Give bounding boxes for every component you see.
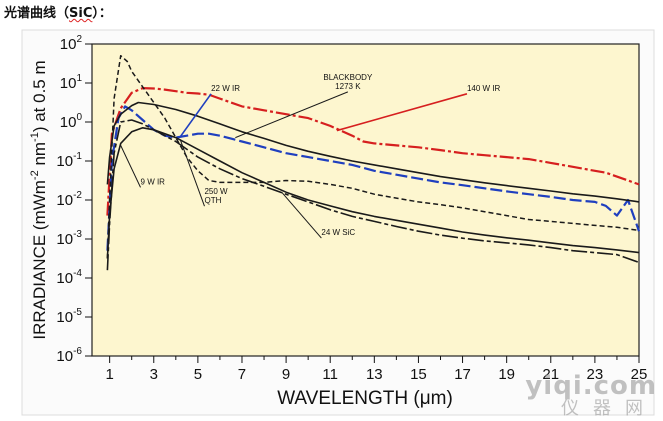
axis-layer: 1 3 5 7 9 11 13 15 17 19 21 23 2510210110010-110-210… <box>56 34 647 383</box>
series-line-blackbody-1273-k <box>106 101 640 203</box>
annotation-label-22-w-ir: 22 W IR <box>211 84 240 93</box>
y-tick-label: 10-6 <box>56 346 82 365</box>
page-heading: 光谱曲线（SiC）： <box>4 2 112 21</box>
x-tick-label: 5 <box>194 366 202 383</box>
y-tick-label: 100 <box>60 112 83 131</box>
series-line-9-w-ir <box>106 127 640 259</box>
x-tick-label: 3 <box>150 366 158 383</box>
y-tick-label: 10-5 <box>56 307 82 326</box>
series-line-250-w-qth <box>106 54 640 259</box>
y-axis-title-exp2: -1 <box>29 132 41 142</box>
y-axis-title-post: ) at 0.5 m <box>30 60 49 132</box>
y-tick-label: 101 <box>60 73 83 92</box>
watermark-site: yiqi.com <box>525 371 657 401</box>
series-line-24-w-sic <box>106 119 640 271</box>
x-tick-label: 21 <box>542 366 559 383</box>
x-tick-label: 13 <box>366 366 383 383</box>
watermark: yiqi.com 仪器网 <box>525 373 657 419</box>
series-line-140-w-ir <box>106 87 640 216</box>
annotation-label-140-w-ir: 140 W IR <box>467 84 501 93</box>
page-heading-suffix: ）： <box>92 6 112 21</box>
y-tick-label: 102 <box>60 34 83 53</box>
x-tick-label: 1 <box>105 366 113 383</box>
x-tick-label: 23 <box>587 366 604 383</box>
y-tick-label: 10-3 <box>56 229 82 248</box>
annotation-pointer-blackbody-1273-k <box>235 91 349 139</box>
watermark-brand: 仪器网 <box>561 398 657 419</box>
annotation-pointer-250-w-qth <box>179 139 205 207</box>
x-tick-label: 7 <box>238 366 246 383</box>
x-tick-label: 19 <box>498 366 515 383</box>
x-tick-label: 25 <box>631 366 648 383</box>
annotation-label-9-w-ir: 9 W IR <box>141 177 166 186</box>
x-tick-label: 11 <box>322 366 338 383</box>
page-heading-spell-word: SiC <box>69 6 93 21</box>
x-axis-title: WAVELENGTH (μm) <box>277 388 453 409</box>
annotation-label-blackbody-1273-k: 1273 K <box>335 82 361 91</box>
x-tick-label: 9 <box>282 366 290 383</box>
annotation-pointer-9-w-ir <box>120 145 141 188</box>
annotation-pointer-140-w-ir <box>336 93 468 132</box>
annotation-label-24-w-sic: 24 W SiC <box>321 228 355 237</box>
annotation-label-250-w-qth: QTH <box>204 196 221 205</box>
x-tick-label: 15 <box>410 366 427 383</box>
annotation-label-blackbody-1273-k: BLACKBODY <box>323 73 373 82</box>
annotation-pointer-24-w-sic <box>281 191 322 239</box>
y-tick-label: 10-4 <box>56 268 82 287</box>
page-heading-prefix: 光谱曲线（ <box>4 6 70 21</box>
annotation-pointer-22-w-ir <box>179 93 212 138</box>
y-axis-title: IRRADIANCE (mWm-2 nm-1) at 0.5 m <box>29 60 49 339</box>
x-tick-label: 17 <box>454 366 471 383</box>
y-axis-title-exp1: -2 <box>29 170 41 180</box>
annotation-label-250-w-qth: 250 W <box>204 187 228 196</box>
y-tick-label: 10-2 <box>56 190 82 209</box>
series-layer <box>106 54 641 271</box>
y-tick-label: 10-1 <box>56 151 82 170</box>
y-axis-title-pre: IRRADIANCE (mWm <box>30 180 49 340</box>
series-line-22-w-ir <box>106 105 641 251</box>
y-axis-title-mid: nm <box>30 142 49 170</box>
